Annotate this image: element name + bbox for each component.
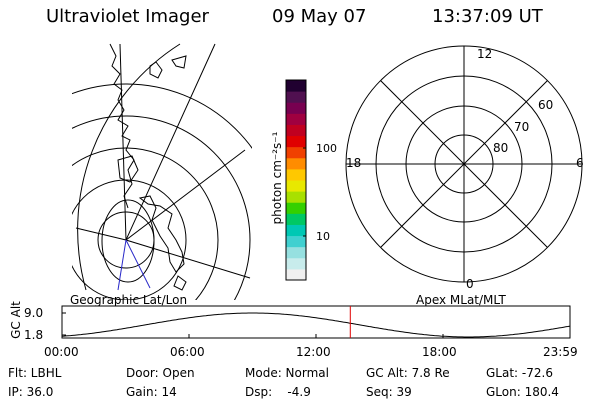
colorbar-tick-label: 100 — [316, 142, 337, 155]
status-door: Door: Open — [126, 366, 195, 380]
satellite-track — [125, 239, 151, 289]
status-glat: GLat: -72.6 — [486, 366, 553, 380]
colorbar-segment — [286, 257, 306, 270]
colorbar-segment — [286, 146, 306, 159]
colorbar — [286, 80, 306, 281]
polar-grid — [345, 45, 583, 283]
colorbar-segment — [286, 246, 306, 259]
satellite-track — [117, 239, 127, 291]
colorbar-segment — [286, 80, 306, 92]
colorbar-segment — [286, 91, 306, 103]
date-label: 09 May 07 — [272, 6, 367, 27]
status-filter: Flt: LBHL — [8, 366, 62, 380]
colorbar-segment — [286, 135, 306, 148]
status-mode: Mode: Normal — [245, 366, 329, 380]
instrument-title: Ultraviolet Imager — [46, 6, 209, 27]
mlt-label-top: 12 — [477, 47, 493, 61]
coastline — [138, 195, 185, 273]
coastline — [171, 55, 187, 69]
colorbar-segment — [286, 124, 306, 137]
colorbar-segment — [286, 168, 306, 181]
colorbar-frame — [285, 79, 307, 281]
altitude-y-tick: 9.0 — [24, 306, 44, 320]
earth-limb — [77, 43, 181, 291]
mlt-line-diag — [380, 80, 548, 248]
mlat-label: 60 — [538, 98, 554, 112]
colorbar-segment — [286, 191, 306, 203]
apex-label: Apex MLat/MLT — [416, 293, 506, 307]
altitude-x-tick: 00:00 — [44, 345, 79, 359]
meridian — [125, 239, 251, 279]
altitude-axis-label: GC Alt — [9, 301, 23, 339]
status-seq: Seq: 39 — [366, 385, 412, 399]
status-gc-alt: GC Alt: 7.8 Re — [366, 366, 450, 380]
altitude-x-tick: 23:59 — [543, 345, 578, 359]
mlt-label-bottom: 0 — [466, 277, 474, 291]
lat-circle — [72, 115, 251, 300]
mlat-label: 70 — [514, 120, 530, 134]
mlt-label-right: 6 — [576, 156, 584, 170]
coastline — [117, 155, 139, 183]
colorbar-segment — [286, 113, 306, 125]
colorbar-tick-label: 10 — [316, 230, 330, 243]
altitude-plot-frame — [61, 305, 571, 339]
fov-ellipse — [101, 199, 155, 283]
geographic-label: Geographic Lat/Lon — [70, 293, 188, 307]
coastline — [149, 61, 163, 79]
altitude-x-tick: 12:00 — [296, 345, 331, 359]
altitude-plot — [61, 305, 571, 339]
lat-circle — [72, 147, 219, 300]
status-gain: Gain: 14 — [126, 385, 177, 399]
colorbar-segment — [286, 157, 306, 170]
meridian — [119, 43, 127, 241]
colorbar-segment — [286, 180, 306, 192]
colorbar-segment — [286, 102, 306, 114]
meridian — [125, 149, 246, 241]
meridian — [75, 227, 127, 241]
colorbar-segment — [286, 202, 306, 214]
altitude-x-tick: 18:00 — [422, 345, 457, 359]
altitude-x-tick: 06:00 — [170, 345, 205, 359]
lat-circle — [72, 83, 252, 149]
colorbar-segment — [286, 213, 306, 225]
time-label: 13:37:09 UT — [432, 6, 543, 27]
status-glon: GLon: 180.4 — [486, 385, 559, 399]
altitude-y-tick: 1.8 — [24, 328, 44, 342]
coastline — [109, 43, 135, 209]
colorbar-segment — [286, 224, 306, 237]
colorbar-segment — [286, 235, 306, 248]
altitude-curve — [61, 312, 571, 338]
status-ip: IP: 36.0 — [8, 385, 54, 399]
meridian — [125, 43, 216, 241]
coastline — [173, 275, 187, 291]
colorbar-unit-label: photon cm⁻²s⁻¹ — [270, 131, 284, 225]
mlat-label: 80 — [493, 141, 509, 155]
geographic-map — [72, 43, 252, 300]
status-dsp: Dsp: -4.9 — [245, 385, 311, 399]
colorbar-segment — [286, 268, 306, 281]
mlt-label-left: 18 — [346, 156, 362, 170]
